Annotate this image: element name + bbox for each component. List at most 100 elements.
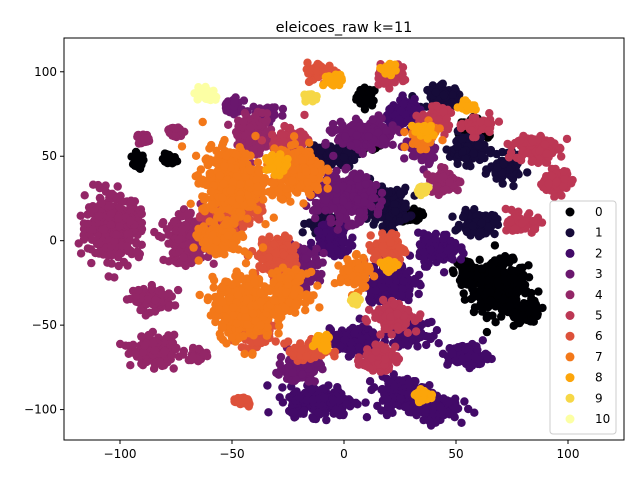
data-point bbox=[399, 277, 408, 286]
data-point bbox=[414, 228, 423, 237]
data-point bbox=[321, 206, 330, 215]
data-point bbox=[339, 153, 349, 162]
data-point bbox=[448, 266, 458, 275]
data-point bbox=[504, 165, 514, 174]
data-point bbox=[458, 147, 467, 156]
data-point bbox=[482, 327, 492, 337]
data-point bbox=[509, 181, 518, 191]
data-point bbox=[448, 90, 457, 100]
data-point bbox=[523, 168, 532, 177]
data-point bbox=[319, 384, 328, 393]
data-point bbox=[448, 255, 457, 264]
data-point bbox=[490, 211, 499, 220]
data-point bbox=[169, 157, 179, 167]
data-point bbox=[373, 401, 382, 411]
data-point bbox=[351, 114, 361, 124]
data-point bbox=[368, 328, 378, 337]
data-point bbox=[141, 311, 150, 320]
data-point bbox=[177, 212, 187, 221]
data-point bbox=[469, 149, 478, 158]
data-point bbox=[417, 155, 426, 165]
data-point bbox=[142, 357, 151, 367]
data-point bbox=[439, 90, 449, 100]
data-point bbox=[499, 159, 508, 169]
data-point bbox=[526, 317, 535, 326]
data-point bbox=[126, 361, 135, 370]
data-point bbox=[332, 173, 341, 182]
data-point bbox=[453, 142, 462, 151]
data-point bbox=[361, 180, 370, 189]
data-point bbox=[461, 270, 471, 280]
data-point bbox=[377, 188, 387, 198]
data-point bbox=[451, 226, 460, 235]
data-point bbox=[400, 203, 410, 212]
data-point bbox=[414, 270, 424, 280]
data-point bbox=[426, 245, 435, 254]
data-point bbox=[446, 244, 455, 253]
data-point bbox=[396, 394, 405, 403]
data-point bbox=[171, 345, 180, 354]
data-point bbox=[379, 134, 388, 143]
data-point bbox=[457, 135, 467, 145]
data-point bbox=[438, 79, 447, 88]
data-point bbox=[87, 258, 96, 268]
data-point bbox=[424, 332, 434, 341]
data-point bbox=[490, 241, 500, 250]
data-point bbox=[371, 286, 380, 295]
data-point bbox=[274, 370, 283, 379]
data-point bbox=[86, 245, 96, 254]
data-point bbox=[398, 91, 407, 100]
data-point bbox=[443, 360, 452, 369]
data-point bbox=[165, 151, 174, 160]
data-point bbox=[121, 341, 130, 350]
data-point bbox=[465, 363, 474, 373]
data-point bbox=[460, 397, 469, 406]
data-point bbox=[352, 131, 361, 140]
data-point bbox=[476, 228, 485, 237]
data-point bbox=[396, 189, 405, 198]
data-point bbox=[147, 280, 156, 290]
data-point bbox=[338, 182, 348, 191]
data-point bbox=[94, 212, 104, 221]
data-point bbox=[390, 200, 399, 209]
data-point bbox=[339, 196, 348, 206]
data-point bbox=[165, 301, 175, 310]
data-point bbox=[474, 141, 484, 150]
data-point bbox=[329, 204, 338, 213]
data-point bbox=[340, 335, 350, 344]
data-point bbox=[388, 221, 397, 230]
data-point bbox=[364, 132, 373, 141]
data-point bbox=[155, 358, 165, 367]
data-point bbox=[127, 197, 136, 206]
data-point bbox=[461, 154, 470, 163]
data-point bbox=[478, 336, 487, 345]
data-point bbox=[499, 305, 509, 314]
data-point bbox=[335, 212, 344, 221]
data-point bbox=[518, 303, 528, 313]
data-point bbox=[158, 219, 167, 229]
data-point bbox=[353, 93, 363, 103]
data-point bbox=[470, 352, 480, 361]
data-point bbox=[400, 154, 409, 163]
data-point bbox=[362, 413, 372, 422]
data-point bbox=[375, 201, 384, 211]
data-point bbox=[131, 349, 140, 358]
data-point bbox=[477, 264, 486, 273]
data-point bbox=[106, 189, 115, 199]
data-point bbox=[150, 346, 159, 355]
data-point bbox=[521, 288, 531, 297]
data-point bbox=[99, 225, 109, 235]
data-point bbox=[396, 291, 406, 300]
data-point bbox=[177, 225, 187, 234]
data-point bbox=[419, 415, 428, 425]
data-point bbox=[158, 289, 167, 299]
data-point bbox=[520, 280, 530, 289]
data-point bbox=[288, 368, 298, 377]
data-point bbox=[512, 287, 521, 296]
data-point bbox=[417, 208, 427, 217]
data-point bbox=[451, 403, 460, 413]
data-point bbox=[423, 231, 433, 240]
data-point bbox=[361, 95, 370, 104]
data-point bbox=[350, 329, 359, 338]
data-point bbox=[405, 290, 414, 299]
